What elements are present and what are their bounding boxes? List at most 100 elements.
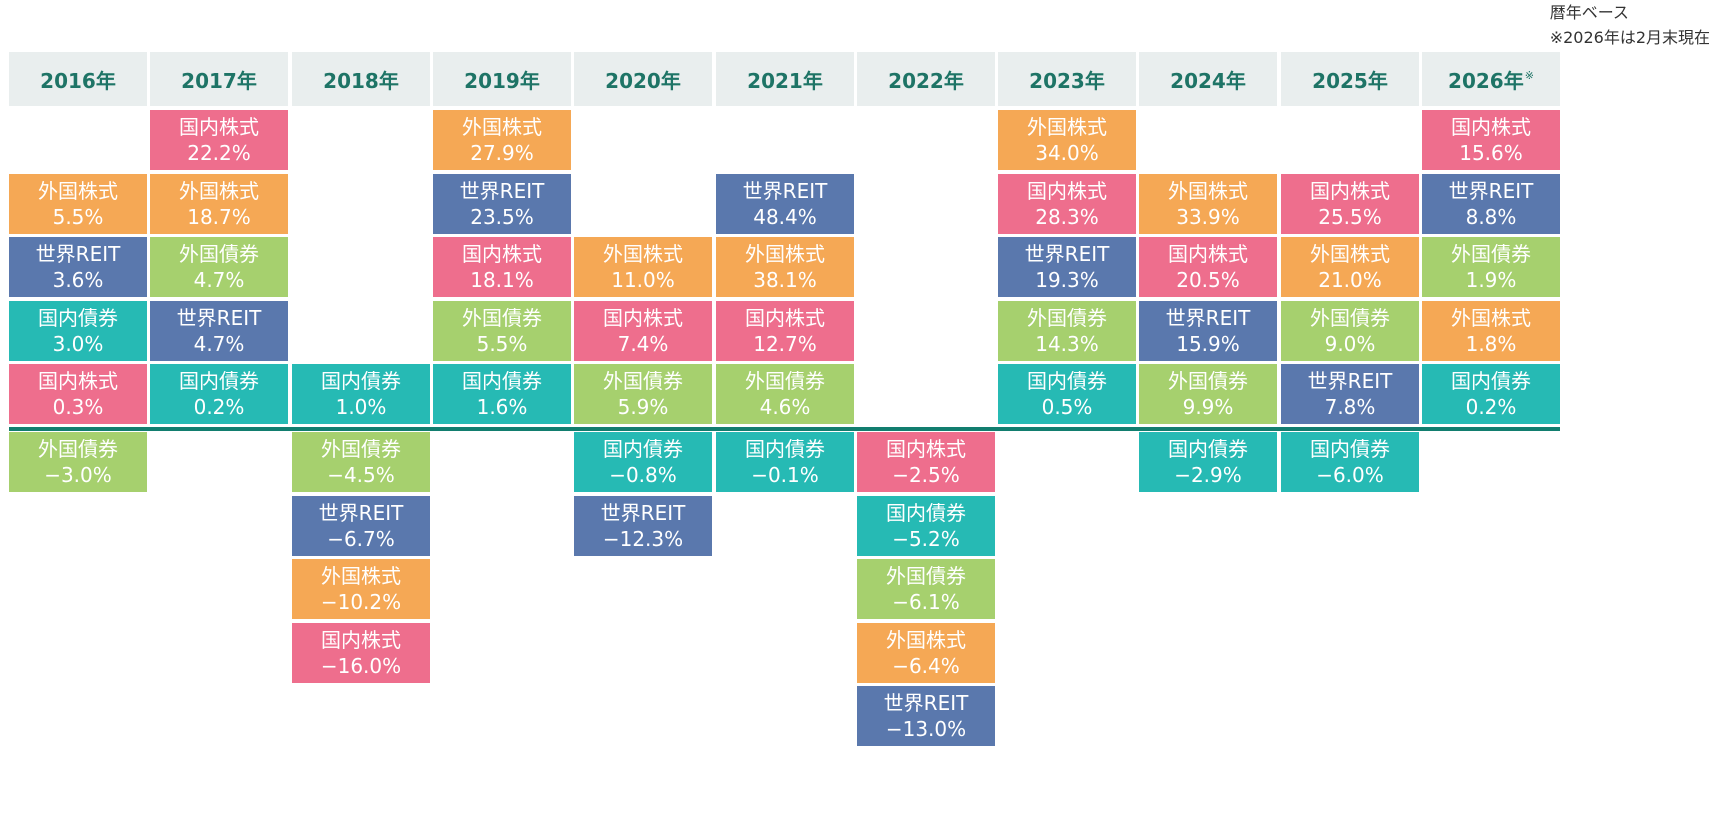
- asset-label: 国内株式: [321, 628, 401, 652]
- return-value: 4.6%: [759, 395, 811, 419]
- asset-label: 世界REIT: [1024, 242, 1110, 266]
- zero-baseline: [9, 427, 1560, 431]
- asset-label: 世界REIT: [1307, 369, 1393, 393]
- return-value: 18.7%: [187, 205, 251, 229]
- year-header: 2016年: [9, 52, 147, 106]
- asset-label: 国内債券: [603, 437, 683, 461]
- asset-label: 外国株式: [38, 179, 118, 203]
- year-label: 2022年: [888, 68, 964, 93]
- year-label: 2018年: [323, 68, 399, 93]
- asset-label: 国内債券: [1451, 369, 1531, 393]
- return-value: −2.5%: [892, 463, 960, 487]
- asset-label: 国内債券: [1027, 369, 1107, 393]
- asset-label: 世界REIT: [35, 242, 121, 266]
- return-cell: 国内債券 1.6%: [433, 364, 571, 424]
- asset-label: 外国債券: [462, 306, 542, 330]
- asset-label: 外国株式: [321, 564, 401, 588]
- return-cell: 世界REIT −12.3%: [574, 496, 712, 556]
- return-value: 27.9%: [470, 141, 534, 165]
- return-cell: 国内株式 18.1%: [433, 237, 571, 297]
- note-line-basis: 暦年ベース: [1549, 3, 1629, 22]
- return-value: 21.0%: [1318, 268, 1382, 292]
- return-cell: 外国債券 −6.1%: [857, 559, 995, 619]
- return-value: 23.5%: [470, 205, 534, 229]
- return-cell: 外国株式 18.7%: [150, 174, 288, 234]
- return-value: −4.5%: [327, 463, 395, 487]
- return-value: 48.4%: [753, 205, 817, 229]
- asset-label: 外国債券: [745, 369, 825, 393]
- return-cell: 外国債券 9.0%: [1281, 301, 1419, 361]
- asset-label: 外国株式: [1027, 115, 1107, 139]
- asset-label: 国内債券: [886, 501, 966, 525]
- return-value: 33.9%: [1176, 205, 1240, 229]
- asset-label: 外国債券: [1451, 242, 1531, 266]
- asset-label: 国内株式: [1027, 179, 1107, 203]
- return-cell: 国内株式 28.3%: [998, 174, 1136, 234]
- return-value: 5.5%: [52, 205, 104, 229]
- return-value: −12.3%: [602, 527, 684, 551]
- year-header: 2020年: [574, 52, 712, 106]
- return-value: 7.4%: [617, 332, 669, 356]
- return-cell: 国内債券 0.5%: [998, 364, 1136, 424]
- return-value: 19.3%: [1035, 268, 1099, 292]
- return-cell: 国内株式 −16.0%: [292, 623, 430, 683]
- return-cell: 世界REIT 8.8%: [1422, 174, 1560, 234]
- return-value: −3.0%: [44, 463, 112, 487]
- return-cell: 国内株式 15.6%: [1422, 110, 1560, 170]
- return-cell: 外国株式 34.0%: [998, 110, 1136, 170]
- asset-label: 国内債券: [745, 437, 825, 461]
- return-value: 15.6%: [1459, 141, 1523, 165]
- return-value: −6.0%: [1316, 463, 1384, 487]
- year-header: 2022年: [857, 52, 995, 106]
- return-cell: 外国株式 33.9%: [1139, 174, 1277, 234]
- asset-label: 国内株式: [462, 242, 542, 266]
- return-value: 3.6%: [52, 268, 104, 292]
- return-cell: 世界REIT 23.5%: [433, 174, 571, 234]
- return-cell: 国内債券 −0.8%: [574, 432, 712, 492]
- year-header: 2025年: [1281, 52, 1419, 106]
- asset-label: 国内債券: [321, 369, 401, 393]
- return-value: −16.0%: [320, 654, 402, 678]
- return-value: 4.7%: [193, 268, 245, 292]
- note-line-2026: ※2026年は2月末現在: [1549, 28, 1710, 47]
- year-footnote-mark: ※: [1524, 68, 1534, 82]
- year-label: 2026年: [1448, 68, 1524, 93]
- year-header: 2026年 ※: [1422, 52, 1560, 106]
- return-cell: 外国債券 9.9%: [1139, 364, 1277, 424]
- return-cell: 国内債券 −6.0%: [1281, 432, 1419, 492]
- return-cell: 国内債券 −0.1%: [716, 432, 854, 492]
- asset-label: 外国債券: [886, 564, 966, 588]
- return-cell: 国内債券 −2.9%: [1139, 432, 1277, 492]
- return-cell: 国内株式 7.4%: [574, 301, 712, 361]
- return-cell: 外国株式 38.1%: [716, 237, 854, 297]
- asset-label: 世界REIT: [459, 179, 545, 203]
- return-value: 9.9%: [1182, 395, 1234, 419]
- return-value: 22.2%: [187, 141, 251, 165]
- return-cell: 外国株式 11.0%: [574, 237, 712, 297]
- asset-label: 国内債券: [1168, 437, 1248, 461]
- year-label: 2024年: [1170, 68, 1246, 93]
- asset-label: 国内株式: [1451, 115, 1531, 139]
- asset-label: 国内債券: [462, 369, 542, 393]
- return-value: 34.0%: [1035, 141, 1099, 165]
- return-value: 1.6%: [476, 395, 528, 419]
- return-cell: 外国債券 5.5%: [433, 301, 571, 361]
- return-value: 1.0%: [335, 395, 387, 419]
- year-label: 2025年: [1312, 68, 1388, 93]
- return-value: 1.9%: [1465, 268, 1517, 292]
- asset-label: 世界REIT: [1165, 306, 1251, 330]
- year-header: 2023年: [998, 52, 1136, 106]
- asset-label: 国内株式: [745, 306, 825, 330]
- return-value: 0.2%: [193, 395, 245, 419]
- asset-label: 外国債券: [1168, 369, 1248, 393]
- return-cell: 国内株式 20.5%: [1139, 237, 1277, 297]
- return-value: 0.5%: [1041, 395, 1093, 419]
- year-label: 2019年: [464, 68, 540, 93]
- year-label: 2020年: [605, 68, 681, 93]
- return-value: −2.9%: [1174, 463, 1242, 487]
- return-value: −6.4%: [892, 654, 960, 678]
- return-value: 4.7%: [193, 332, 245, 356]
- return-cell: 世界REIT 7.8%: [1281, 364, 1419, 424]
- return-value: 14.3%: [1035, 332, 1099, 356]
- return-cell: 国内債券 3.0%: [9, 301, 147, 361]
